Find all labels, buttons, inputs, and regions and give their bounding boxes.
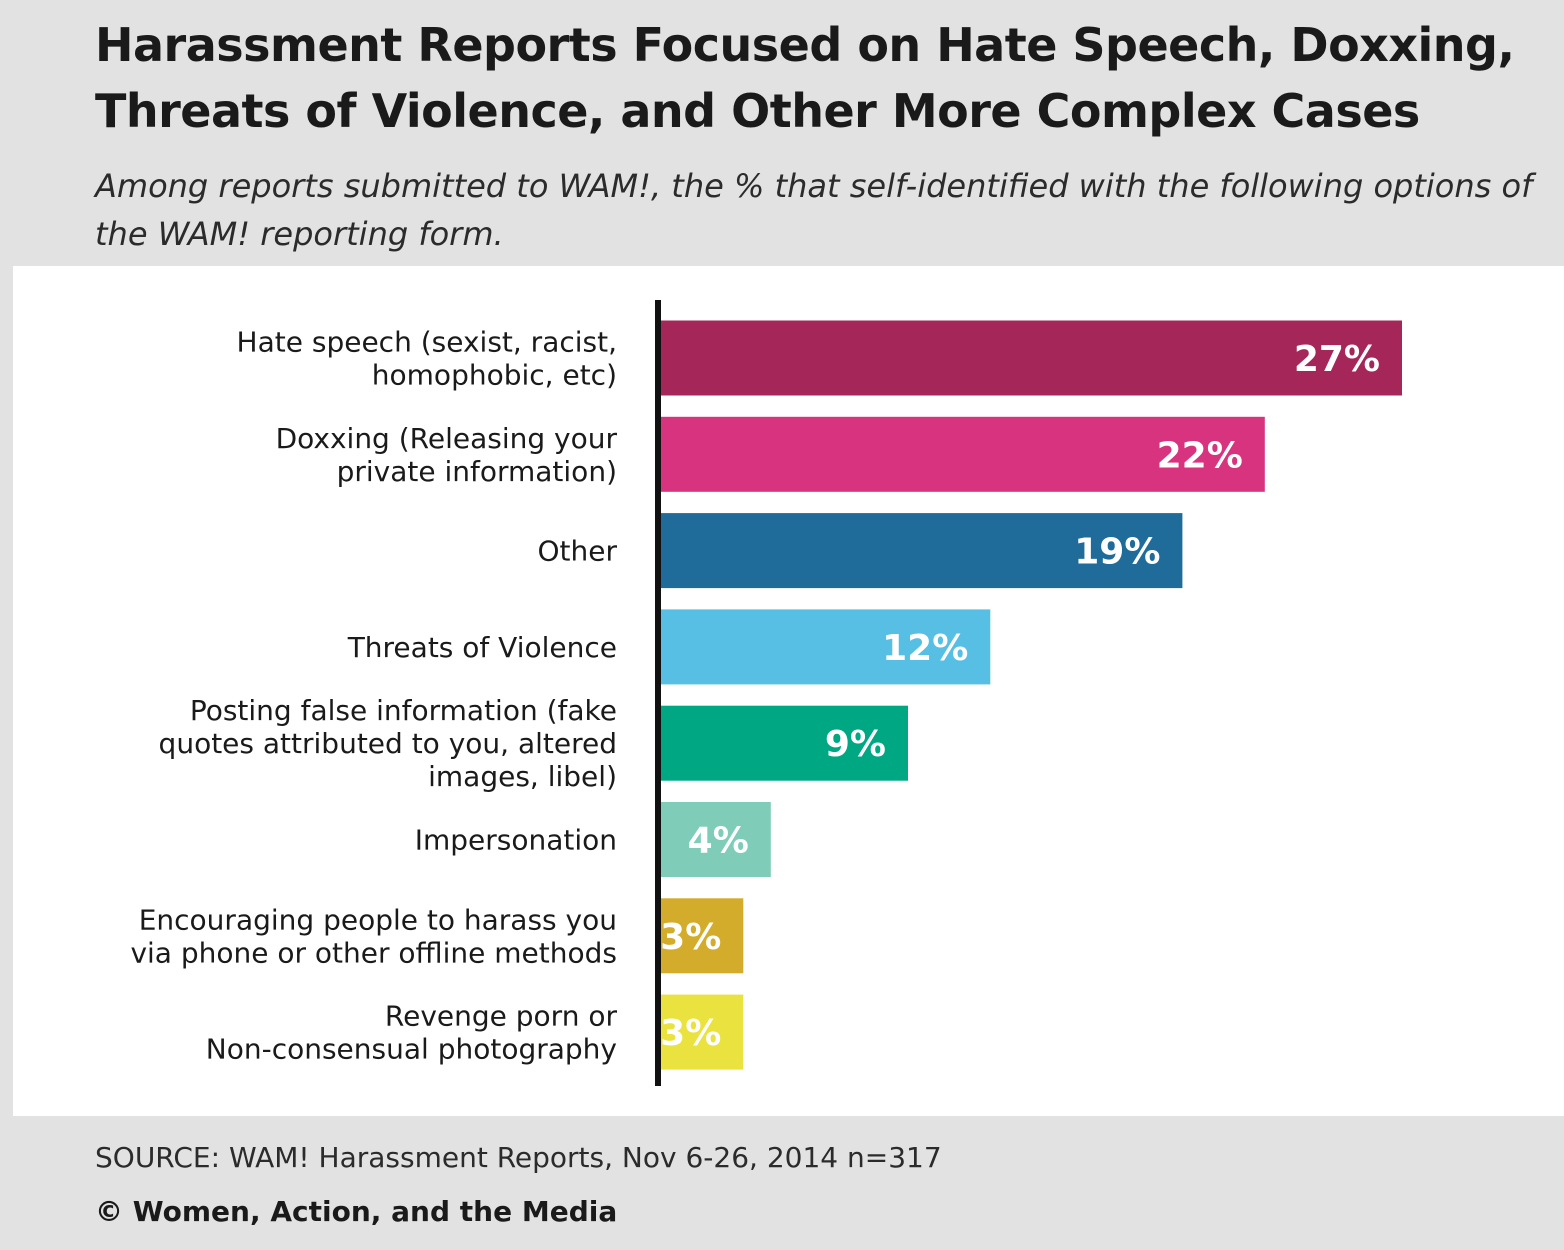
bar [661,994,744,1070]
bar-value-label: 3% [660,917,721,958]
category-label: Encouraging people to harass you via phon… [130,903,617,969]
category-label: Posting false information (fake quotes at… [159,694,617,793]
category-label: Revenge porn or Non-consensual photograph… [206,1000,618,1066]
bar-chart: 27% Hate speech (sexist, racist, homophobi… [130,300,1402,1086]
bar [661,609,991,685]
bar [661,416,1265,492]
bar-value-label: 22% [1157,435,1243,476]
category-label: Impersonation [415,824,617,857]
chart-panel: 27% Hate speech (sexist, racist, homophobi… [13,266,1564,1116]
source-note: SOURCE: WAM! Harassment Reports, Nov 6-2… [95,1141,942,1174]
bar-value-label: 9% [825,724,886,765]
copyright-note: © Women, Action, and the Media [95,1195,618,1228]
bar [661,705,908,781]
bar-value-label: 4% [688,821,749,862]
category-label: Doxxing (Releasing your private informati… [276,422,618,488]
category-label: Threats of Violence [347,631,617,664]
bar-value-label: 3% [660,1013,721,1054]
bar-value-label: 27% [1294,339,1380,380]
chart-subtitle: Among reports submitted to WAM!, the % t… [95,167,1533,253]
chart-title: Harassment Reports Focused on Hate Speec… [95,18,1515,138]
bar-value-label: 12% [882,628,968,669]
bar [661,320,1402,396]
bar [661,802,771,877]
bar [661,898,744,974]
category-label: Other [537,535,617,568]
bar [661,513,1183,589]
bar-value-label: 19% [1074,532,1160,573]
category-label: Hate speech (sexist, racist, homophobic, … [237,326,617,392]
